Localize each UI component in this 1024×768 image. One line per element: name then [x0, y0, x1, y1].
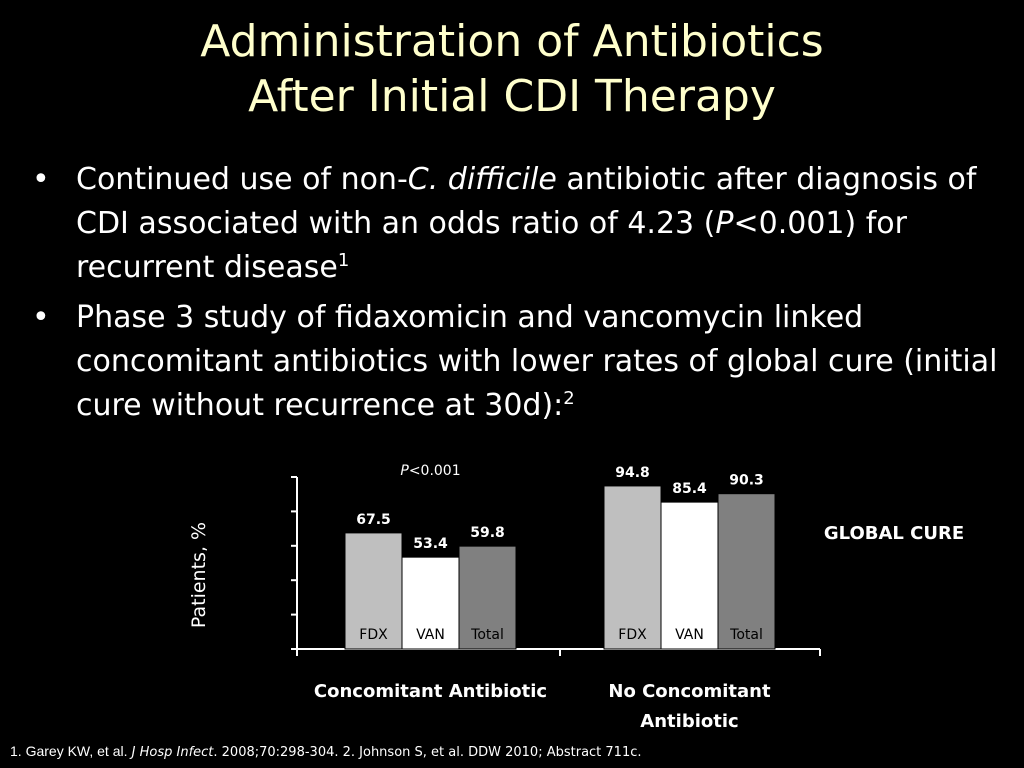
bar-fdx — [344, 532, 403, 650]
bullet-list: Continued use of non-C. difficile antibi… — [30, 158, 1005, 434]
references-footer: 1. Garey KW, et al. J Hosp Infect. 2008;… — [10, 743, 642, 760]
global-cure-bar-chart: Patients, % 67.5 FDX 53.4 VAN 59.8 Total Concom… — [188, 463, 964, 732]
global-cure-label: GLOBAL CURE — [824, 523, 964, 544]
bar-category-label: VAN — [416, 627, 445, 643]
reference-rest: . 2008;70:298-304. 2. Johnson S, et al. … — [213, 745, 642, 760]
bar-category-label: Total — [470, 627, 504, 643]
bar-value-label: 90.3 — [729, 473, 764, 489]
bullet-text: Phase 3 study of fidaxomicin and vancomy… — [76, 300, 998, 423]
title-line-2: After Initial CDI Therapy — [248, 71, 776, 122]
footnote-ref: 2 — [563, 388, 575, 409]
bar-value-label: 94.8 — [615, 465, 650, 481]
p-value-annotation: P<0.001 — [400, 463, 460, 479]
group-label: Concomitant Antibiotic — [314, 681, 547, 702]
bullet-text: <0.001) for recurrent disease — [76, 206, 907, 285]
bar-category-label: VAN — [675, 627, 704, 643]
footnote-ref: 1 — [337, 250, 350, 271]
bar-van — [401, 556, 460, 650]
group-label-line-2: Antibiotic — [640, 711, 738, 732]
bar-total — [717, 493, 776, 650]
bar-value-label: 53.4 — [413, 536, 448, 552]
bar-value-label: 85.4 — [672, 481, 707, 497]
reference-lead: 1. Garey KW, et al. — [10, 743, 128, 759]
bullet-item-odds-ratio: Continued use of non-C. difficile antibi… — [30, 158, 1005, 290]
bar-value-label: 67.5 — [356, 512, 391, 528]
bullet-text: Continued use of non- — [76, 162, 408, 197]
group-label: No Concomitant — [608, 681, 771, 702]
bullet-item-phase3: Phase 3 study of fidaxomicin and vancomy… — [30, 296, 1005, 428]
p-symbol: P — [715, 206, 734, 241]
organism-name: C. difficile — [407, 162, 557, 197]
reference-journal: J Hosp Infect — [131, 745, 214, 760]
title-line-1: Administration of Antibiotics — [200, 16, 824, 67]
bar-van — [660, 501, 719, 650]
slide-title: Administration of Antibiotics After Init… — [0, 14, 1024, 124]
bar-category-label: FDX — [359, 627, 388, 643]
bar-total — [458, 545, 517, 650]
bullet-text: antibiotic after diagnosis of CDI associ… — [76, 162, 977, 241]
bar-category-label: FDX — [618, 627, 647, 643]
bar-category-label: Total — [729, 627, 763, 643]
bar-fdx — [603, 485, 662, 650]
y-axis-label: Patients, % — [188, 522, 210, 628]
bar-value-label: 59.8 — [470, 525, 505, 541]
